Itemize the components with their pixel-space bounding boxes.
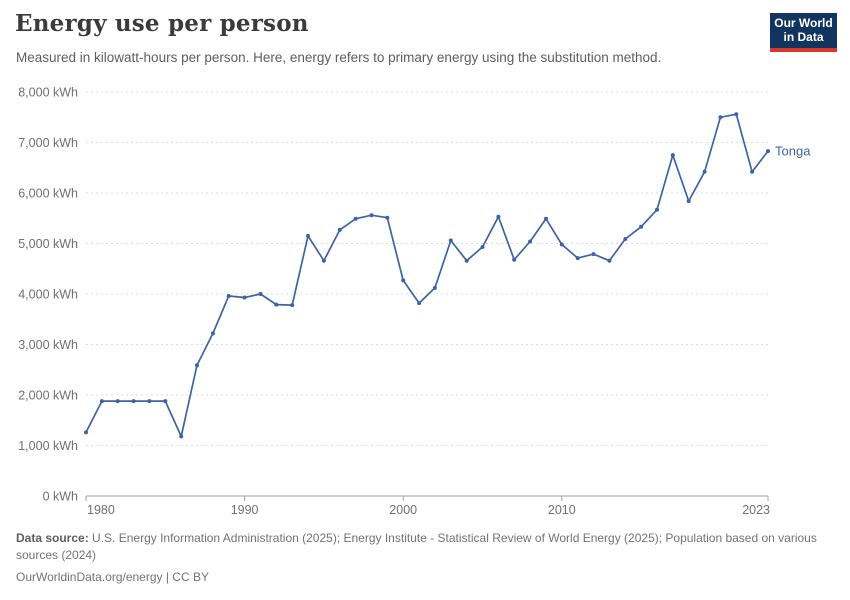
data-source-label: Data source: [16,531,89,545]
data-point-marker[interactable] [655,207,659,212]
data-point-marker[interactable] [353,216,358,221]
data-source-line: Data source: U.S. Energy Information Adm… [16,530,834,564]
data-point-marker[interactable] [290,303,295,308]
data-point-marker[interactable] [591,252,596,257]
chart-subtitle: Measured in kilowatt-hours per person. H… [16,50,662,65]
data-point-marker[interactable] [702,169,707,174]
owid-logo-line2: in Data [783,29,824,44]
data-point-marker[interactable] [623,237,628,241]
x-tick-label: 2023 [742,503,770,517]
data-point-marker[interactable] [448,238,453,243]
page-title: Energy use per person [15,10,309,37]
data-point-marker[interactable] [306,233,310,238]
data-point-marker[interactable] [210,331,215,336]
data-point-marker[interactable] [99,399,104,404]
data-point-marker[interactable] [607,258,612,263]
data-point-marker[interactable] [512,257,517,262]
data-point-marker[interactable] [480,245,485,249]
data-point-marker[interactable] [84,430,88,435]
x-tick-label: 1990 [231,503,259,517]
y-tick-label: 4,000 kWh [18,288,78,302]
x-tick-label: 2000 [389,503,417,517]
tonga-line-series[interactable] [85,113,769,438]
data-point-marker[interactable] [528,239,533,244]
y-tick-label: 3,000 kWh [18,338,78,352]
y-tick-label: 8,000 kWh [18,86,78,100]
data-point-marker[interactable] [670,153,675,158]
data-point-marker[interactable] [417,301,422,306]
data-point-marker[interactable] [147,399,152,404]
y-tick-label: 1,000 kWh [18,439,78,453]
data-point-marker[interactable] [369,213,374,218]
data-point-marker[interactable] [131,399,136,404]
data-point-marker[interactable] [559,242,564,247]
data-point-marker[interactable] [321,258,326,263]
data-point-marker[interactable] [226,294,231,298]
data-point-marker[interactable] [432,285,437,290]
y-tick-label: 5,000 kWh [18,237,78,251]
owid-logo-line1: Our World [774,16,833,30]
owid-logo[interactable]: Our World in Data [770,13,837,52]
data-source-text: U.S. Energy Information Administration (… [16,531,817,562]
data-point-marker[interactable] [464,258,469,263]
license-link[interactable]: OurWorldinData.org/energy | CC BY [16,570,209,584]
data-point-marker[interactable] [337,227,342,232]
data-point-marker[interactable] [496,214,501,219]
data-point-marker[interactable] [544,216,548,221]
x-tick-label: 1980 [87,503,115,517]
data-point-marker[interactable] [385,215,390,220]
data-point-marker[interactable] [686,199,691,204]
data-point-marker[interactable] [575,256,580,261]
data-point-marker[interactable] [718,115,723,120]
data-point-marker[interactable] [242,295,247,300]
data-point-marker[interactable] [401,278,406,283]
data-point-marker[interactable] [766,149,770,154]
data-point-marker[interactable] [639,224,644,229]
data-point-marker[interactable] [750,169,755,174]
series-end-label[interactable]: Tonga [775,144,811,159]
data-point-marker[interactable] [115,399,120,404]
x-tick-label: 2010 [548,503,576,517]
data-point-marker[interactable] [163,399,168,404]
y-tick-label: 6,000 kWh [18,187,78,201]
data-point-marker[interactable] [195,363,199,368]
chart-footer: Data source: U.S. Energy Information Adm… [16,530,834,586]
data-point-marker[interactable] [274,302,279,307]
y-tick-label: 2,000 kWh [18,389,78,403]
y-tick-label: 7,000 kWh [18,136,78,150]
data-point-marker[interactable] [734,112,739,117]
y-tick-label: 0 kWh [43,490,78,504]
data-point-marker[interactable] [258,292,263,296]
data-point-marker[interactable] [179,434,184,439]
